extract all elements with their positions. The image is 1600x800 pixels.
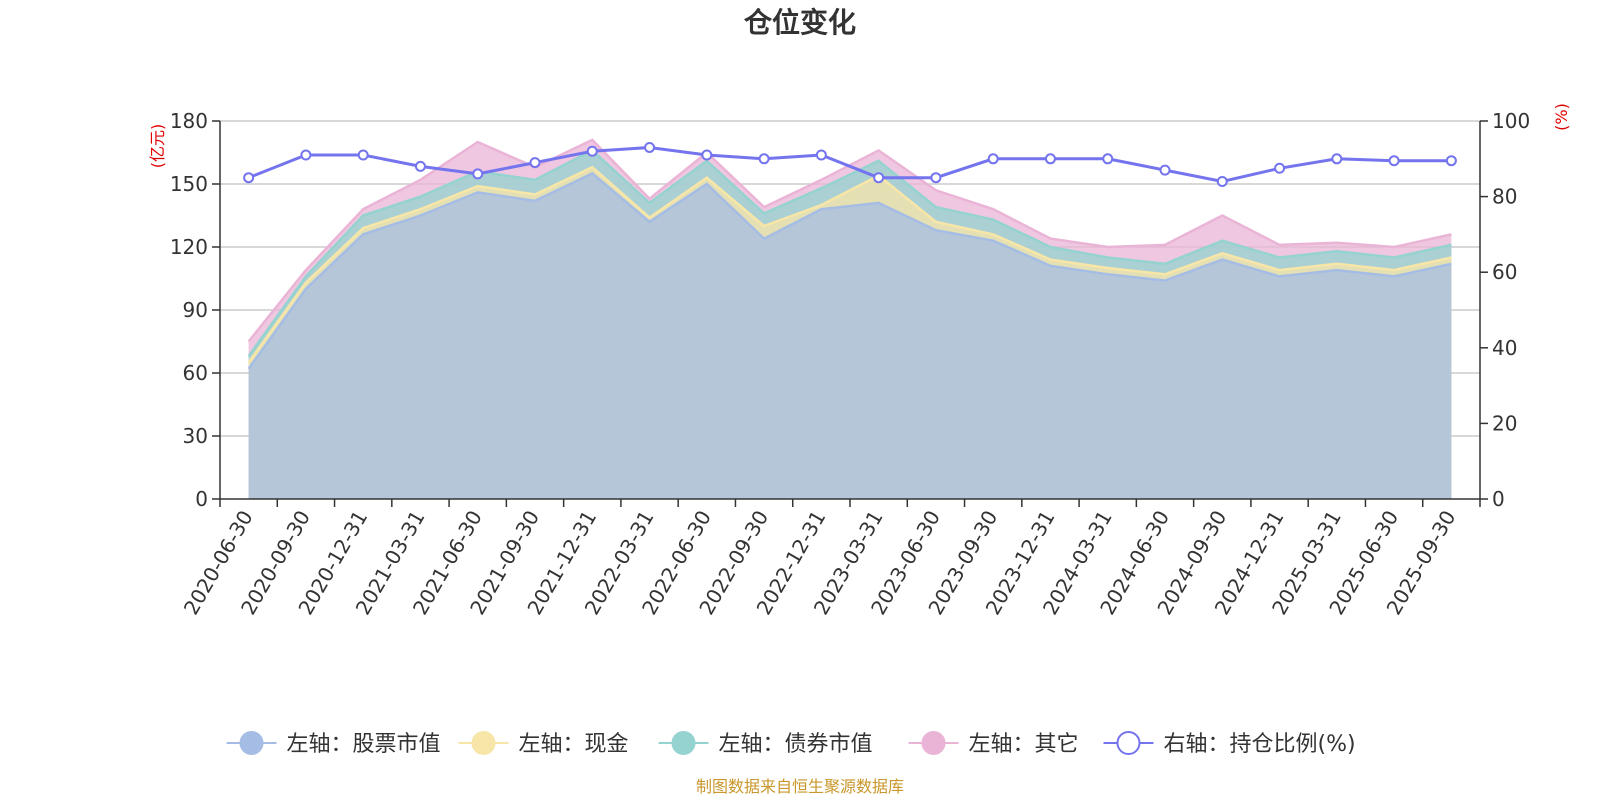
left-axis-unit: (亿元): [148, 124, 167, 169]
legend-marker: [239, 731, 264, 755]
left-tick-label: 90: [183, 298, 208, 322]
ratio-point: [873, 172, 885, 184]
ratio-point: [1102, 153, 1114, 165]
right-tick-label: 40: [1492, 336, 1517, 360]
legend-item[interactable]: 左轴：其它: [908, 731, 1079, 757]
area-0: [248, 173, 1452, 499]
legend-marker: [671, 731, 696, 755]
ratio-point: [243, 172, 255, 184]
legend: 左轴：股票市值 左轴：现金 左轴：债券市值 左轴：其它 右轴：持仓比例(%): [226, 731, 1356, 757]
chart-title: 仓位变化: [744, 6, 856, 39]
legend-item[interactable]: 右轴：持仓比例(%): [1103, 731, 1356, 757]
legend-label: 左轴：现金: [519, 732, 629, 757]
right-axis-unit: (%): [1552, 103, 1571, 131]
ratio-line: [248, 145, 1452, 184]
ratio-point: [414, 160, 426, 172]
area-edge-2: [247, 148, 1452, 357]
ratio-point: [1388, 155, 1400, 167]
legend-marker: [471, 731, 496, 755]
ratio-point: [300, 149, 312, 161]
legend-marker: [921, 731, 946, 755]
area-edge-1: [247, 165, 1452, 364]
ratio-point: [357, 149, 369, 161]
legend-item[interactable]: 左轴：债券市值: [658, 731, 873, 757]
ratio-point: [529, 157, 541, 169]
right-tick-label: 60: [1492, 260, 1517, 284]
legend-label: 左轴：股票市值: [287, 732, 441, 757]
legend-marker: [1116, 731, 1141, 755]
legend-label: 左轴：债券市值: [719, 732, 873, 757]
ratio-point: [815, 149, 827, 161]
ratio-point: [987, 153, 999, 165]
legend-label: 左轴：其它: [969, 732, 1079, 757]
right-tick-label: 80: [1492, 185, 1517, 209]
ratio-point: [758, 153, 770, 165]
legend-label: 右轴：持仓比例(%): [1164, 732, 1356, 757]
area-edge-0: [247, 172, 1452, 370]
ratio-line-series: [243, 141, 1457, 187]
right-tick-label: 20: [1492, 411, 1517, 435]
ratio-point: [1445, 155, 1457, 167]
right-tick-label: 0: [1492, 487, 1505, 511]
ratio-point: [644, 141, 656, 153]
ratio-point: [1216, 175, 1228, 187]
left-tick-label: 150: [170, 172, 208, 196]
ratio-point: [1159, 164, 1171, 176]
ratio-point: [701, 149, 713, 161]
left-tick-label: 60: [183, 361, 208, 385]
ratio-point: [1331, 153, 1343, 165]
ratio-point: [1274, 162, 1286, 174]
right-tick-label: 100: [1492, 109, 1530, 133]
ratio-point: [586, 145, 598, 157]
source-note: 制图数据来自恒生聚源数据库: [696, 777, 904, 796]
ratio-point: [1044, 153, 1056, 165]
left-tick-label: 30: [183, 424, 208, 448]
legend-item[interactable]: 左轴：现金: [458, 731, 629, 757]
ratio-point: [930, 172, 942, 184]
left-tick-label: 0: [195, 487, 208, 511]
legend-item[interactable]: 左轴：股票市值: [226, 731, 441, 757]
ratio-point: [472, 168, 484, 180]
stacked-areas: [247, 138, 1452, 499]
left-tick-label: 180: [170, 109, 208, 133]
left-tick-label: 120: [170, 235, 208, 259]
